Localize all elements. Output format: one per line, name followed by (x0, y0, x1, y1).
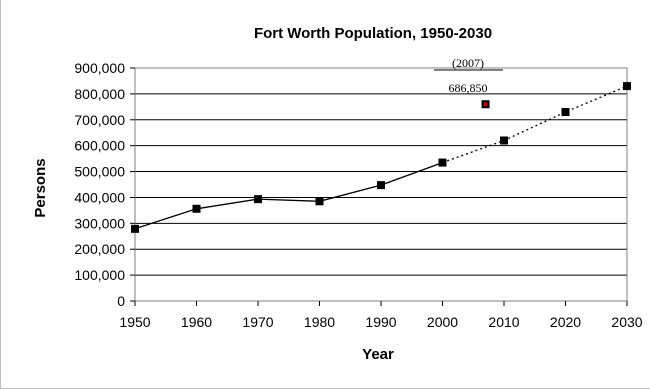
y-tick-label: 100,000 (74, 267, 125, 283)
y-tick-label: 300,000 (74, 215, 125, 231)
y-tick-label: 700,000 (74, 112, 125, 128)
x-tick-label: 2000 (427, 314, 458, 330)
data-point-marker (192, 204, 201, 213)
y-axis-title: Persons (32, 158, 49, 217)
y-tick-label: 0 (117, 293, 125, 309)
x-tick-label: 1950 (119, 314, 150, 330)
data-point-marker (623, 82, 631, 91)
x-tick-label: 1980 (304, 314, 335, 330)
grid-layer (135, 67, 627, 276)
y-tick-label: 600,000 (74, 138, 125, 154)
data-point-marker (131, 224, 139, 233)
y-tick-label: 500,000 (74, 164, 125, 180)
x-tick-label: 1970 (242, 314, 273, 330)
x-tick-label: 2010 (488, 314, 519, 330)
chart-title: Fort Worth Population, 1950-2030 (254, 25, 492, 42)
annotation-value: 686,850 (449, 81, 488, 95)
data-point-marker (315, 197, 324, 206)
x-tick-label: 1990 (365, 314, 396, 330)
x-tick-label: 2020 (550, 314, 581, 330)
y-axis-ticks: 0 100,000 200,000 300,000 400,000 500,000 600,… (74, 60, 135, 309)
x-tick-label: 1960 (181, 314, 212, 330)
x-axis-ticks: 1950 1960 1970 1980 1990 2000 2010 2020 2030 (119, 301, 643, 330)
y-tick-label: 400,000 (74, 189, 125, 205)
y-tick-label: 900,000 (74, 60, 125, 76)
data-point-marker-highlight (483, 102, 488, 107)
series-line (442, 85, 628, 164)
data-point-marker (377, 181, 385, 190)
y-tick-label: 200,000 (74, 241, 125, 257)
series-layer (131, 82, 631, 233)
data-point-marker (500, 136, 508, 145)
x-axis-title: Year (362, 346, 394, 363)
annotation-year: (2007) (452, 56, 484, 70)
x-tick-label: 2030 (611, 314, 642, 330)
annotation-layer: (2007) 686,850 (434, 56, 503, 95)
data-point-marker (254, 195, 262, 204)
y-tick-label: 800,000 (74, 86, 125, 102)
series-line (134, 161, 443, 230)
data-point-marker (561, 108, 570, 117)
